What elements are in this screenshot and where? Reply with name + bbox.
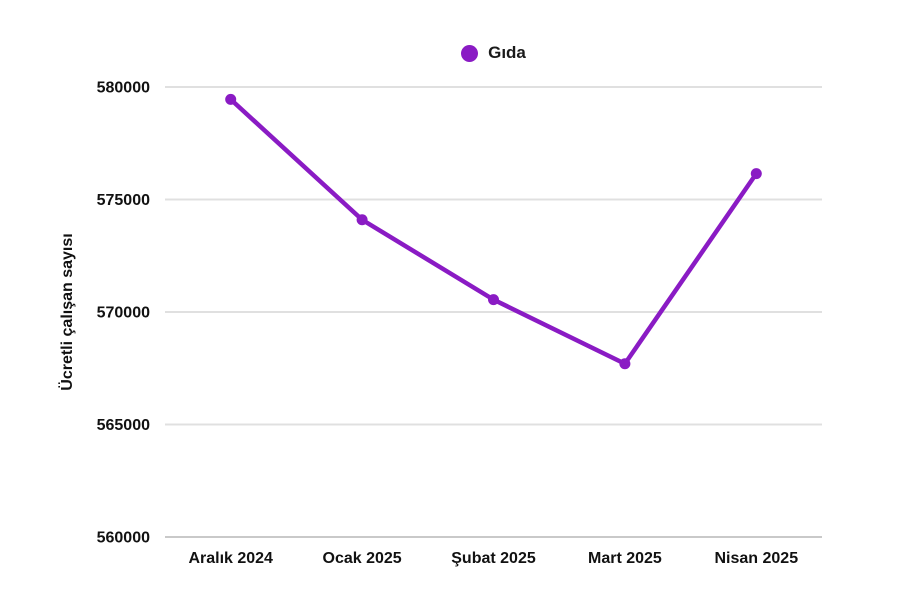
y-tick-label: 570000 [97, 305, 150, 322]
x-tick-label: Mart 2025 [588, 550, 662, 567]
x-tick-label: Aralık 2024 [188, 550, 273, 567]
series-line [228, 97, 759, 366]
legend-label: Gıda [488, 43, 526, 62]
data-point [488, 294, 499, 306]
data-point [356, 214, 368, 226]
x-tick-label: Nisan 2025 [714, 550, 798, 567]
y-tick-label: 575000 [97, 192, 150, 209]
x-tick-label: Ocak 2025 [323, 550, 402, 567]
y-tick-label: 560000 [97, 530, 150, 547]
x-tick-label: Şubat 2025 [451, 550, 536, 567]
data-point [619, 358, 631, 370]
data-point [750, 168, 762, 180]
y-tick-label: 565000 [97, 417, 150, 434]
legend: Gıda [165, 42, 822, 64]
legend-marker-icon [461, 44, 479, 62]
data-point [225, 93, 237, 105]
y-tick-label: 580000 [97, 80, 150, 97]
